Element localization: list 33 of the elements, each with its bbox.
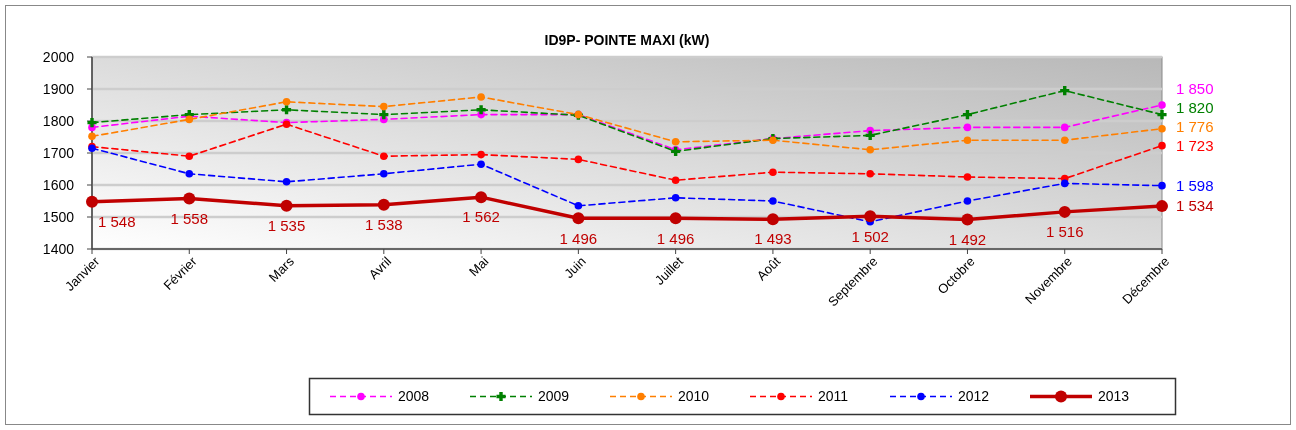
legend-label: 2009 (538, 388, 570, 405)
data-label: 1 558 (170, 209, 209, 227)
y-tick-label: 1700 (42, 144, 75, 161)
data-label: 1 538 (365, 216, 403, 234)
legend-label: 2011 (818, 388, 849, 405)
data-label: 1 850 (1176, 79, 1214, 97)
data-label: 1 776 (1176, 117, 1214, 135)
data-label: 1 493 (754, 230, 792, 248)
x-tick-label: Juin (561, 253, 589, 282)
legend-label: 2012 (958, 388, 990, 405)
legend-label: 2010 (678, 388, 710, 405)
data-label: 1 492 (948, 230, 987, 248)
data-label: 1 598 (1176, 176, 1214, 194)
data-label: 1 496 (656, 229, 695, 247)
x-tick-label: Mai (466, 253, 492, 280)
y-tick-label: 1900 (42, 80, 75, 97)
y-tick-label: 1600 (42, 176, 75, 193)
data-label: 1 548 (98, 212, 136, 230)
data-label: 1 535 (267, 217, 306, 235)
data-label: 1 516 (1045, 223, 1084, 241)
y-tick-label: 1800 (42, 112, 75, 129)
y-tick-label: 1400 (42, 240, 75, 257)
data-label: 1 534 (1176, 197, 1214, 215)
legend-label: 2008 (398, 388, 430, 405)
data-label: 1 820 (1176, 98, 1214, 116)
data-label: 1 723 (1176, 136, 1214, 154)
legend-label: 2013 (1098, 388, 1130, 405)
data-label: 1 502 (851, 227, 889, 245)
y-tick-label: 1500 (42, 208, 75, 225)
y-tick-label: 2000 (42, 48, 75, 65)
data-label: 1 496 (559, 229, 598, 247)
chart-title: ID9P- POINTE MAXI (kW) (544, 32, 710, 48)
data-label: 1 562 (462, 208, 500, 226)
